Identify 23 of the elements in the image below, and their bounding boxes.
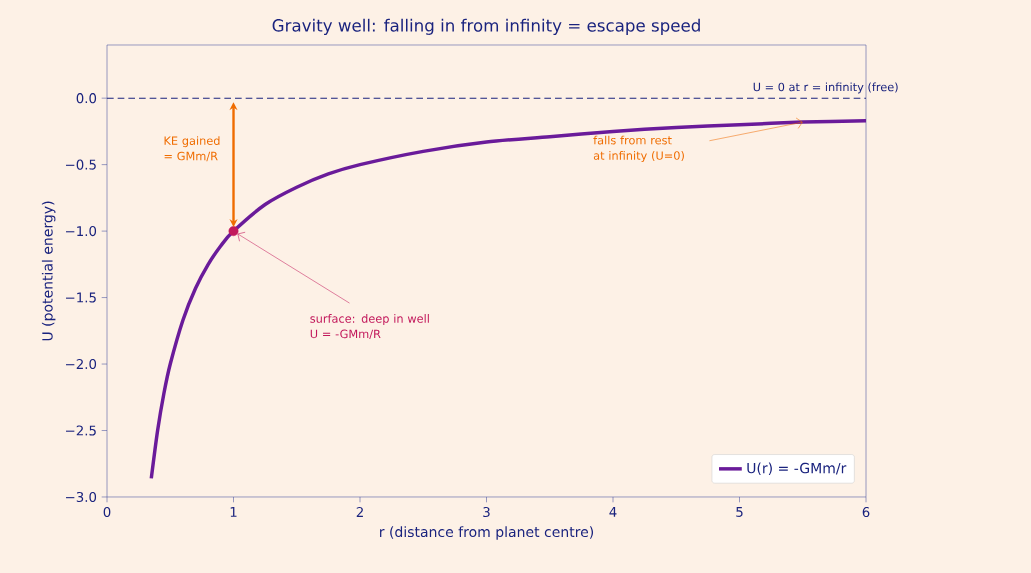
y-tick-label: −1.0	[66, 226, 97, 237]
x-tick-label: 3	[483, 507, 490, 518]
legend-label: U(r) = -GMm/r	[747, 462, 847, 475]
x-axis-title: r (distance from planet centre)	[380, 526, 594, 540]
x-tick-label: 0	[103, 507, 111, 518]
x-tick-label: 5	[736, 507, 743, 517]
y-tick-label: −2.5	[66, 425, 96, 436]
x-tick-label: 4	[609, 507, 617, 517]
x-tick-label: 6	[862, 507, 870, 518]
y-tick-label: −0.5	[66, 159, 96, 170]
x-tick-label: 1	[230, 507, 237, 517]
y-axis-title: U (potential energy)	[41, 201, 56, 341]
y-tick-label: −3.0	[66, 491, 97, 503]
annotation: surface: deep in well U = -GMm/R	[310, 314, 429, 340]
annotation: falls from rest at infinity (U=0)	[593, 135, 684, 162]
y-tick-label: 0.0	[76, 93, 97, 104]
y-tick-label: −2.0	[66, 358, 97, 370]
ref-line-label: U = 0 at r = infinity (free)	[753, 82, 898, 94]
y-tick-label: −1.5	[66, 292, 96, 303]
chart-title: Gravity well: falling in from infinity = escape speed	[272, 18, 700, 35]
x-tick-label: 2	[356, 507, 363, 517]
line-series	[149, 119, 868, 481]
annotation: KE gained = GMm/R	[164, 136, 220, 162]
